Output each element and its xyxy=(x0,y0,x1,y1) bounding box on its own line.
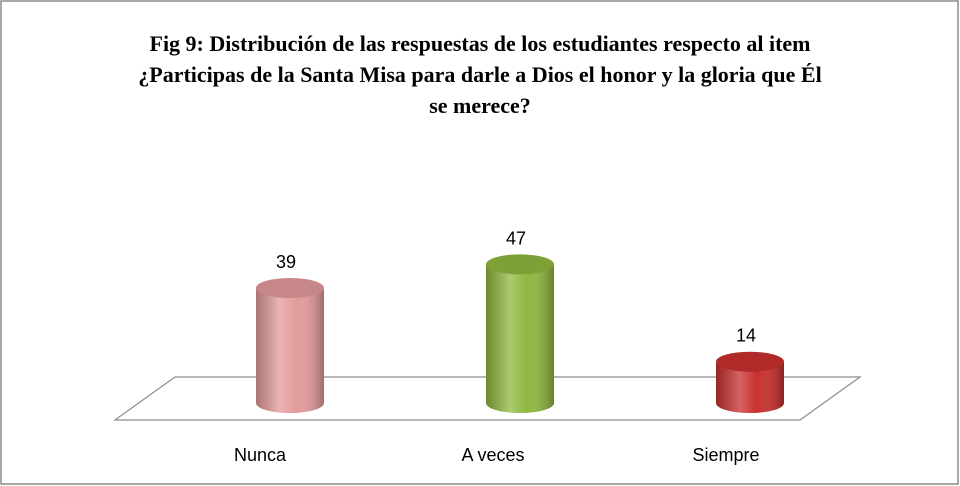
cylinder-top-shade xyxy=(716,351,784,372)
cylinder-shade xyxy=(486,264,554,413)
data-label: 14 xyxy=(736,326,756,346)
cylinder-top xyxy=(716,351,784,372)
cylinder-shade xyxy=(256,287,324,413)
cylinder-shade xyxy=(716,361,784,413)
data-label: 39 xyxy=(276,252,296,272)
chart-title: Fig 9: Distribución de las respuestas de… xyxy=(138,31,822,118)
cylinder-top-shade xyxy=(486,254,554,275)
x-tick-label: Siempre xyxy=(692,445,759,465)
cylinder-top xyxy=(256,277,324,298)
cylinder-top xyxy=(486,254,554,275)
x-tick-label: Nunca xyxy=(234,445,287,465)
x-tick-label: A veces xyxy=(461,445,524,465)
cylinder-top-shade xyxy=(256,277,324,298)
data-label: 47 xyxy=(506,228,526,248)
